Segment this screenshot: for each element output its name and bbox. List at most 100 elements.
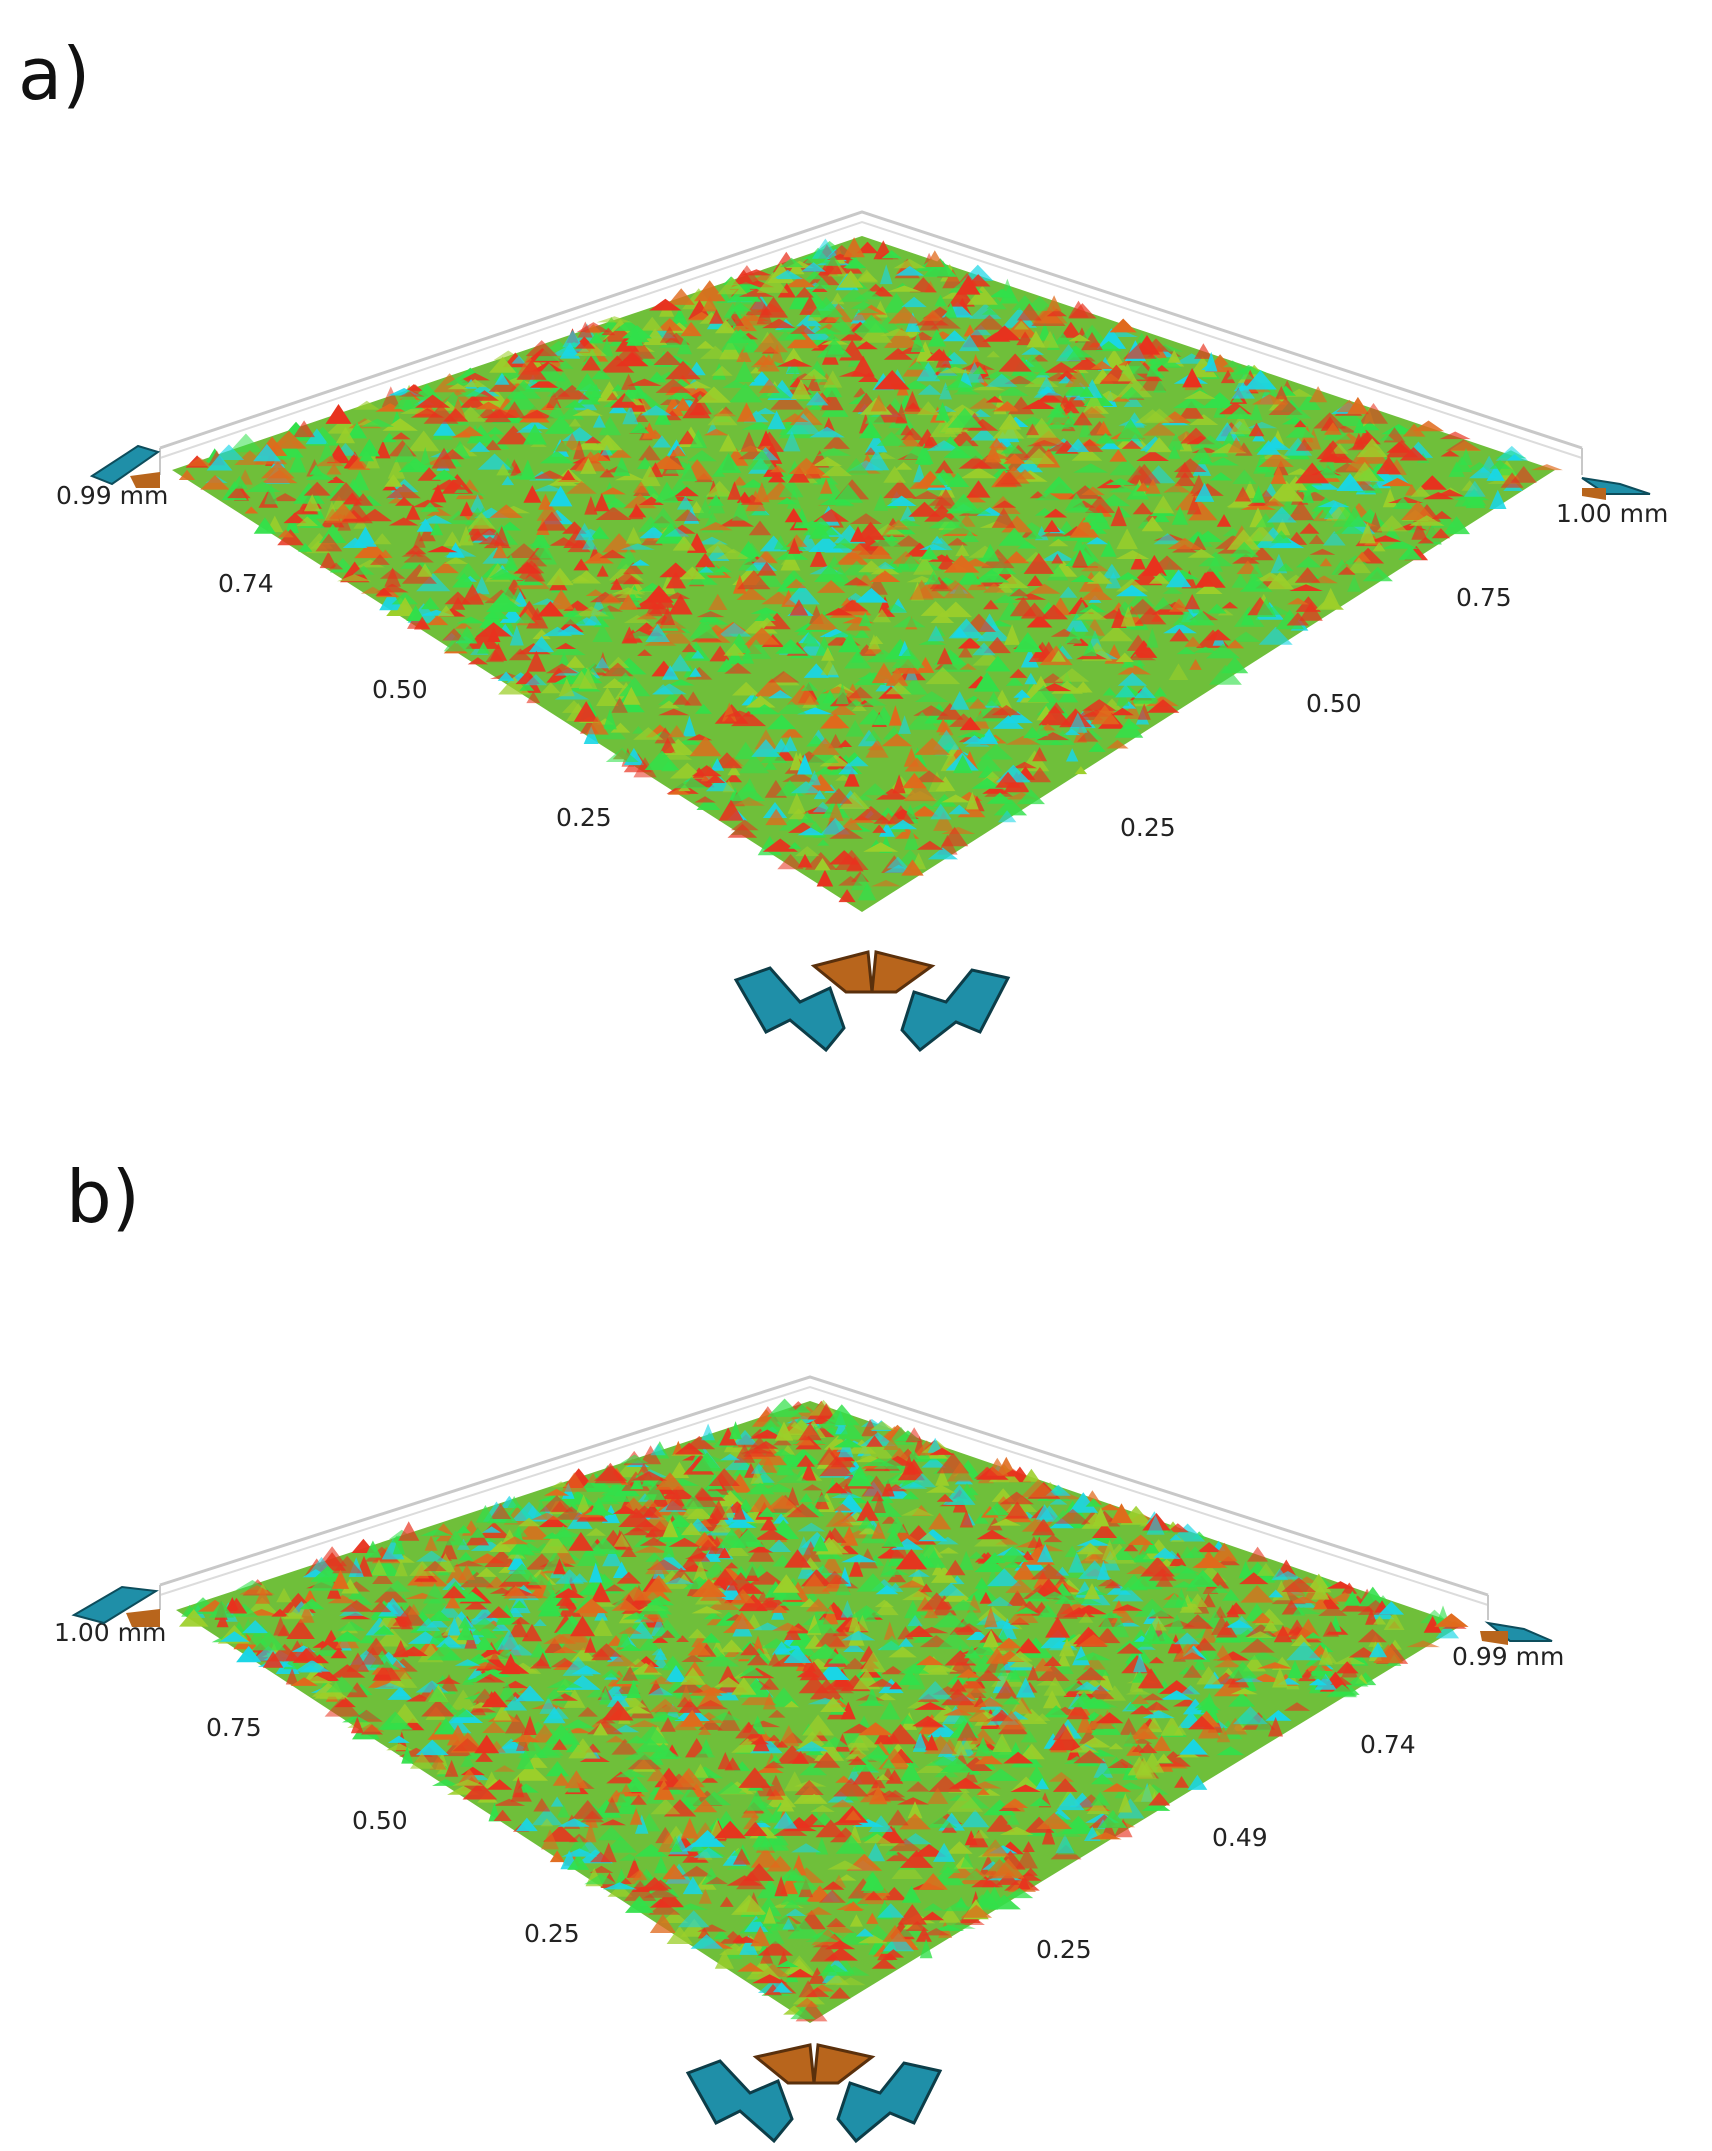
corner-arrow-right-orange-a-icon[interactable] (1582, 488, 1606, 500)
surface-facet (664, 592, 691, 599)
surface-facet (526, 650, 546, 672)
surface-facet (1173, 1724, 1187, 1735)
surface-facet (1146, 358, 1161, 377)
surface-facet (492, 543, 508, 559)
surface-facet (1116, 578, 1149, 592)
surface-facet (511, 1733, 540, 1742)
surface-facet (747, 1653, 769, 1666)
surface-facet (620, 1546, 637, 1557)
surface-facet (956, 1623, 983, 1632)
surface-facet (797, 853, 813, 868)
surface-facet (776, 1472, 810, 1483)
surface-facet (1308, 1678, 1328, 1686)
surface-facet (403, 550, 434, 563)
surface-facet (515, 1685, 545, 1702)
surface-facet (822, 689, 838, 704)
surface-facet (676, 1696, 693, 1708)
surface-facet (901, 1885, 922, 1903)
surface-facet (1439, 431, 1471, 440)
surface-facet (490, 1503, 512, 1519)
surface-facet (1123, 342, 1157, 359)
surface-facet (305, 428, 329, 445)
surface-facet (516, 360, 547, 380)
surface-facet (342, 537, 368, 548)
surface-facet (1204, 351, 1218, 372)
surface-facet (1092, 1522, 1117, 1538)
surface-facet (1305, 428, 1322, 450)
surface-facet (644, 750, 680, 770)
surface-facet (821, 463, 852, 477)
surface-facet (703, 428, 729, 436)
surface-facet (957, 637, 983, 649)
surface-facet (1032, 747, 1047, 762)
tilt-up-icon[interactable] (810, 950, 936, 994)
surface-facet (1018, 1743, 1045, 1760)
surface-facet (1122, 721, 1142, 730)
rotate-left-icon[interactable] (733, 966, 846, 1053)
surface-facet (839, 817, 863, 831)
surface-facet (847, 1465, 872, 1487)
surface-facet (814, 1740, 845, 1761)
surface-facet (1326, 1684, 1358, 1697)
rotate-right-icon[interactable] (900, 968, 1011, 1053)
surface-facet (973, 1532, 1008, 1547)
surface-facet (817, 1403, 835, 1419)
surface-facet (470, 1706, 497, 1713)
surface-facet (1112, 1604, 1143, 1611)
surface-facet (1024, 672, 1038, 685)
corner-arrow-left-a-icon[interactable] (89, 444, 161, 486)
surface-facet (881, 1479, 895, 1497)
surface-facet (926, 1724, 961, 1738)
surface-facet (1270, 466, 1287, 484)
surface-facet (750, 1467, 764, 1484)
surface-facet (1272, 1667, 1288, 1688)
surface-facet (613, 1533, 630, 1547)
surface-facet (981, 1839, 1010, 1857)
surface-facet (844, 768, 860, 787)
surface-facet (1013, 632, 1043, 653)
surface-facet (807, 374, 821, 391)
surface-facet (982, 784, 1008, 794)
surface-facet (798, 1573, 831, 1594)
surface-facet (541, 1829, 559, 1850)
surface-facet (536, 545, 557, 565)
surface-facet (732, 681, 761, 696)
surface-facet (1440, 450, 1460, 457)
surface-facet (824, 1974, 850, 1985)
surface-facet (325, 404, 352, 424)
surface-facet (808, 296, 844, 318)
surface-facet (454, 1659, 481, 1666)
surface-facet (452, 573, 477, 588)
surface-facet (858, 1516, 875, 1529)
surface-facet (200, 475, 230, 490)
surface-facet (1333, 523, 1365, 534)
surface-facet (874, 1599, 894, 1608)
surface-facet (483, 1651, 506, 1670)
surface-facet (947, 1791, 984, 1812)
surface-facet (501, 475, 515, 486)
surface-facet (604, 498, 629, 508)
surface-facet (1232, 469, 1257, 484)
surface-facet (649, 1698, 681, 1712)
surface-facet (444, 1759, 459, 1777)
surface-facet (398, 1521, 420, 1541)
surface-facet (1402, 423, 1426, 437)
surface-facet (591, 368, 612, 380)
surface-facet (398, 390, 425, 397)
surface-facet (827, 1860, 863, 1870)
surface-facet (1165, 569, 1192, 588)
surface-facet (1200, 1622, 1217, 1643)
surface-facet (456, 426, 484, 437)
surface-facet (780, 1884, 811, 1905)
surface-facet (1003, 453, 1026, 464)
surface-facet (1078, 1553, 1109, 1564)
surface-facet (772, 1448, 793, 1456)
surface-facet (1127, 1534, 1154, 1545)
surface-facet (328, 562, 344, 570)
surface-facet (1043, 1656, 1062, 1666)
surface-facet (1086, 1799, 1110, 1814)
surface-facet (1249, 402, 1263, 421)
surface-facet (933, 811, 954, 831)
surface-facet (1082, 508, 1109, 523)
corner-arrow-left-orange-a-icon[interactable] (130, 472, 160, 488)
